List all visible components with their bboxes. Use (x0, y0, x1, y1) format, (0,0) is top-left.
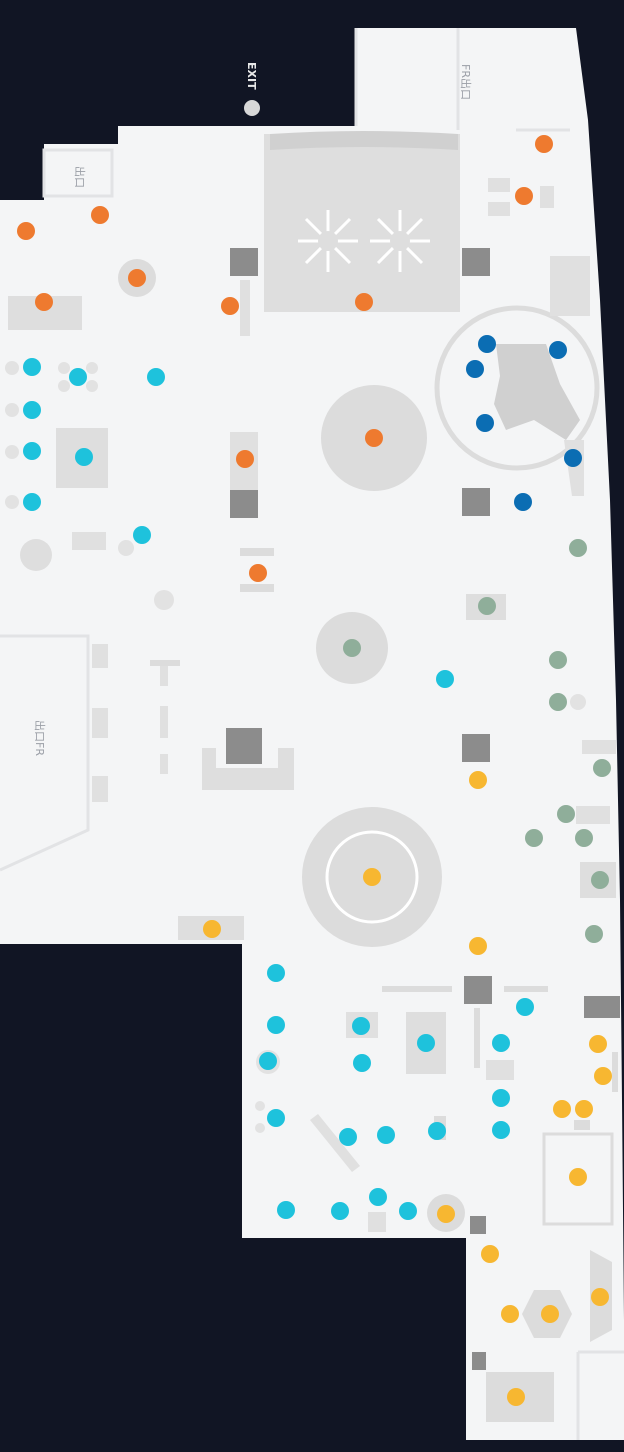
room-label-b: 出口FR (33, 720, 47, 756)
map-marker-sage[interactable] (569, 539, 587, 557)
map-marker-blue[interactable] (466, 360, 484, 378)
map-marker-orange[interactable] (221, 297, 239, 315)
map-marker-orange[interactable] (355, 293, 373, 311)
map-marker-cyan[interactable] (75, 448, 93, 466)
map-marker-cyan[interactable] (353, 1054, 371, 1072)
map-marker-cyan[interactable] (369, 1188, 387, 1206)
map-marker-sage[interactable] (591, 871, 609, 889)
map-marker-cyan[interactable] (428, 1122, 446, 1140)
map-marker-blue[interactable] (549, 341, 567, 359)
map-marker-yellow[interactable] (553, 1100, 571, 1118)
map-marker-yellow[interactable] (481, 1245, 499, 1263)
map-marker-blue[interactable] (564, 449, 582, 467)
map-marker-yellow[interactable] (569, 1168, 587, 1186)
map-marker-yellow[interactable] (541, 1305, 559, 1323)
map-marker-cyan[interactable] (267, 1016, 285, 1034)
map-marker-sage[interactable] (593, 759, 611, 777)
exit-marker[interactable]: EXIT (244, 62, 260, 116)
map-marker-orange[interactable] (249, 564, 267, 582)
map-marker-sage[interactable] (525, 829, 543, 847)
map-marker-blue[interactable] (476, 414, 494, 432)
map-marker-cyan[interactable] (267, 964, 285, 982)
map-marker-yellow[interactable] (591, 1288, 609, 1306)
map-marker-yellow[interactable] (469, 771, 487, 789)
map-marker-orange[interactable] (128, 269, 146, 287)
map-marker-cyan[interactable] (23, 401, 41, 419)
map-marker-blue[interactable] (514, 493, 532, 511)
map-marker-cyan[interactable] (399, 1202, 417, 1220)
map-marker-yellow[interactable] (589, 1035, 607, 1053)
exit-label: EXIT (245, 62, 258, 90)
map-marker-cyan[interactable] (23, 442, 41, 460)
map-marker-orange[interactable] (17, 222, 35, 240)
map-marker-cyan[interactable] (492, 1034, 510, 1052)
map-marker-cyan[interactable] (436, 670, 454, 688)
map-marker-orange[interactable] (365, 429, 383, 447)
map-marker-cyan[interactable] (69, 368, 87, 386)
map-marker-cyan[interactable] (331, 1202, 349, 1220)
map-marker-cyan[interactable] (147, 368, 165, 386)
map-marker-cyan[interactable] (267, 1109, 285, 1127)
map-marker-cyan[interactable] (516, 998, 534, 1016)
map-marker-orange[interactable] (535, 135, 553, 153)
map-marker-yellow[interactable] (594, 1067, 612, 1085)
map-marker-cyan[interactable] (133, 526, 151, 544)
map-marker-yellow[interactable] (437, 1205, 455, 1223)
map-marker-cyan[interactable] (259, 1052, 277, 1070)
fixtures (5, 131, 620, 1422)
map-marker-cyan[interactable] (417, 1034, 435, 1052)
map-marker-orange[interactable] (236, 450, 254, 468)
map-marker-orange[interactable] (515, 187, 533, 205)
map-marker-cyan[interactable] (352, 1017, 370, 1035)
map-marker-sage[interactable] (557, 805, 575, 823)
map-marker-yellow[interactable] (203, 920, 221, 938)
exit-icon (244, 100, 260, 116)
map-marker-yellow[interactable] (469, 937, 487, 955)
map-marker-sage[interactable] (343, 639, 361, 657)
map-marker-cyan[interactable] (23, 493, 41, 511)
map-marker-blue[interactable] (478, 335, 496, 353)
room-label-a: FR出口 (459, 64, 473, 100)
map-marker-sage[interactable] (478, 597, 496, 615)
map-marker-orange[interactable] (35, 293, 53, 311)
map-marker-yellow[interactable] (507, 1388, 525, 1406)
map-marker-cyan[interactable] (339, 1128, 357, 1146)
map-marker-yellow[interactable] (363, 868, 381, 886)
map-marker-sage[interactable] (549, 651, 567, 669)
map-marker-yellow[interactable] (575, 1100, 593, 1118)
map-markers (17, 135, 612, 1406)
map-marker-sage[interactable] (585, 925, 603, 943)
map-marker-cyan[interactable] (23, 358, 41, 376)
map-marker-cyan[interactable] (277, 1201, 295, 1219)
room-outlines (0, 28, 624, 1440)
map-marker-cyan[interactable] (492, 1089, 510, 1107)
map-marker-sage[interactable] (549, 693, 567, 711)
map-marker-yellow[interactable] (501, 1305, 519, 1323)
map-marker-cyan[interactable] (377, 1126, 395, 1144)
map-marker-cyan[interactable] (492, 1121, 510, 1139)
map-marker-orange[interactable] (91, 206, 109, 224)
room-label-c: 出口 (73, 166, 87, 188)
map-marker-sage[interactable] (575, 829, 593, 847)
